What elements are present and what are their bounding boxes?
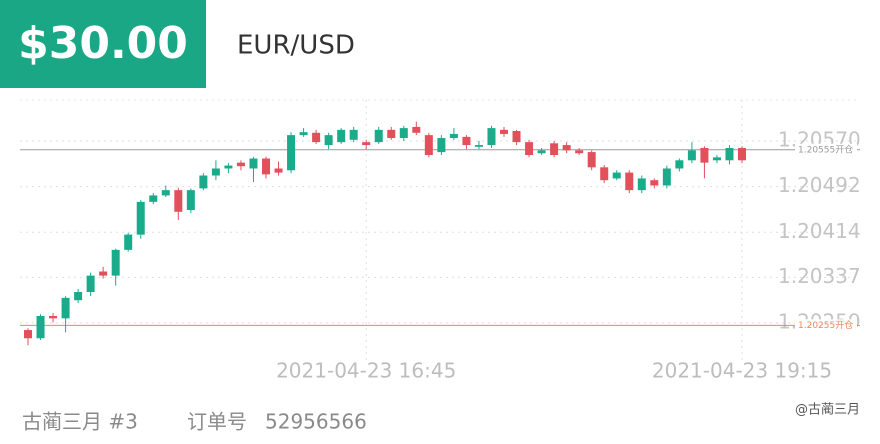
x-tick-label: 2021-04-23 19:15 bbox=[652, 359, 832, 383]
candle-body bbox=[399, 128, 408, 139]
candle-body bbox=[149, 195, 158, 202]
candle-body bbox=[174, 190, 183, 212]
candle-body bbox=[700, 148, 709, 163]
candle-body bbox=[738, 148, 746, 161]
candle-body bbox=[662, 168, 671, 186]
candle-body bbox=[612, 172, 621, 179]
candle-body bbox=[199, 175, 208, 189]
candle-body bbox=[136, 201, 145, 235]
pair: EUR/USD bbox=[237, 31, 355, 61]
candle-body bbox=[374, 129, 383, 143]
candle-body bbox=[74, 292, 83, 301]
candle-body bbox=[362, 142, 371, 146]
reference-label-bg bbox=[795, 143, 857, 156]
candle-body bbox=[637, 178, 646, 191]
amount: $30.00 bbox=[18, 18, 188, 69]
candle-body bbox=[650, 180, 659, 186]
candle-body bbox=[675, 160, 684, 169]
candle-body bbox=[337, 129, 346, 143]
candle-body bbox=[500, 129, 508, 134]
candle-body bbox=[186, 190, 195, 211]
candle-body bbox=[487, 128, 496, 146]
order-number: 52956566 bbox=[265, 410, 367, 434]
candle-body bbox=[324, 135, 333, 146]
candle-body bbox=[462, 136, 471, 146]
watermark: @古蔺三月 bbox=[795, 403, 860, 418]
candle-body bbox=[36, 316, 45, 339]
candle-body bbox=[575, 150, 584, 154]
candle-body bbox=[49, 316, 58, 319]
candle-body bbox=[161, 190, 170, 196]
y-tick-label: 1.20414 bbox=[778, 219, 861, 243]
candle-body bbox=[249, 158, 258, 169]
candle-body bbox=[449, 133, 458, 139]
candle-body bbox=[562, 145, 571, 151]
candle-body bbox=[424, 135, 433, 156]
candle-body bbox=[111, 249, 120, 276]
candle-body bbox=[299, 132, 308, 136]
candle-body bbox=[236, 162, 245, 167]
x-tick-label: 2021-04-23 16:45 bbox=[276, 359, 456, 383]
reference-label: 1.20255开仓 bbox=[798, 319, 853, 331]
candle-body bbox=[99, 271, 108, 276]
y-tick-label: 1.20337 bbox=[778, 264, 861, 288]
order-label: 订单号 bbox=[187, 410, 247, 434]
candle-body bbox=[287, 135, 296, 171]
reference-label: 1.20555开仓 bbox=[798, 143, 853, 155]
amount-badge bbox=[0, 0, 206, 88]
candle-body bbox=[537, 150, 546, 154]
candle-body bbox=[712, 157, 721, 161]
y-tick-label: 1.20492 bbox=[778, 173, 861, 197]
chart: 1.205701.204921.204141.203371.202592021-… bbox=[20, 100, 861, 383]
candle-body bbox=[625, 172, 634, 191]
candle-body bbox=[262, 158, 270, 175]
reference-label-bg bbox=[795, 319, 857, 332]
candle-body bbox=[224, 165, 233, 169]
candle-body bbox=[312, 132, 321, 143]
candle-body bbox=[550, 143, 559, 156]
candle-body bbox=[211, 168, 220, 176]
candle-body bbox=[349, 129, 358, 140]
candle-body bbox=[124, 234, 133, 250]
candle-body bbox=[412, 126, 421, 133]
candle-body bbox=[61, 297, 70, 319]
candle-body bbox=[274, 168, 283, 173]
candle-body bbox=[437, 138, 446, 153]
candle-body bbox=[86, 275, 95, 292]
candle-body bbox=[512, 131, 521, 143]
candle-body bbox=[525, 142, 534, 156]
candle-body bbox=[387, 129, 396, 139]
candle-body bbox=[600, 167, 609, 181]
candle-body bbox=[725, 148, 734, 161]
candle-body bbox=[474, 145, 483, 147]
candle-body bbox=[687, 150, 696, 161]
candle-body bbox=[24, 330, 32, 339]
candle-body bbox=[587, 152, 596, 168]
user: 古蔺三月 #3 bbox=[22, 410, 138, 434]
